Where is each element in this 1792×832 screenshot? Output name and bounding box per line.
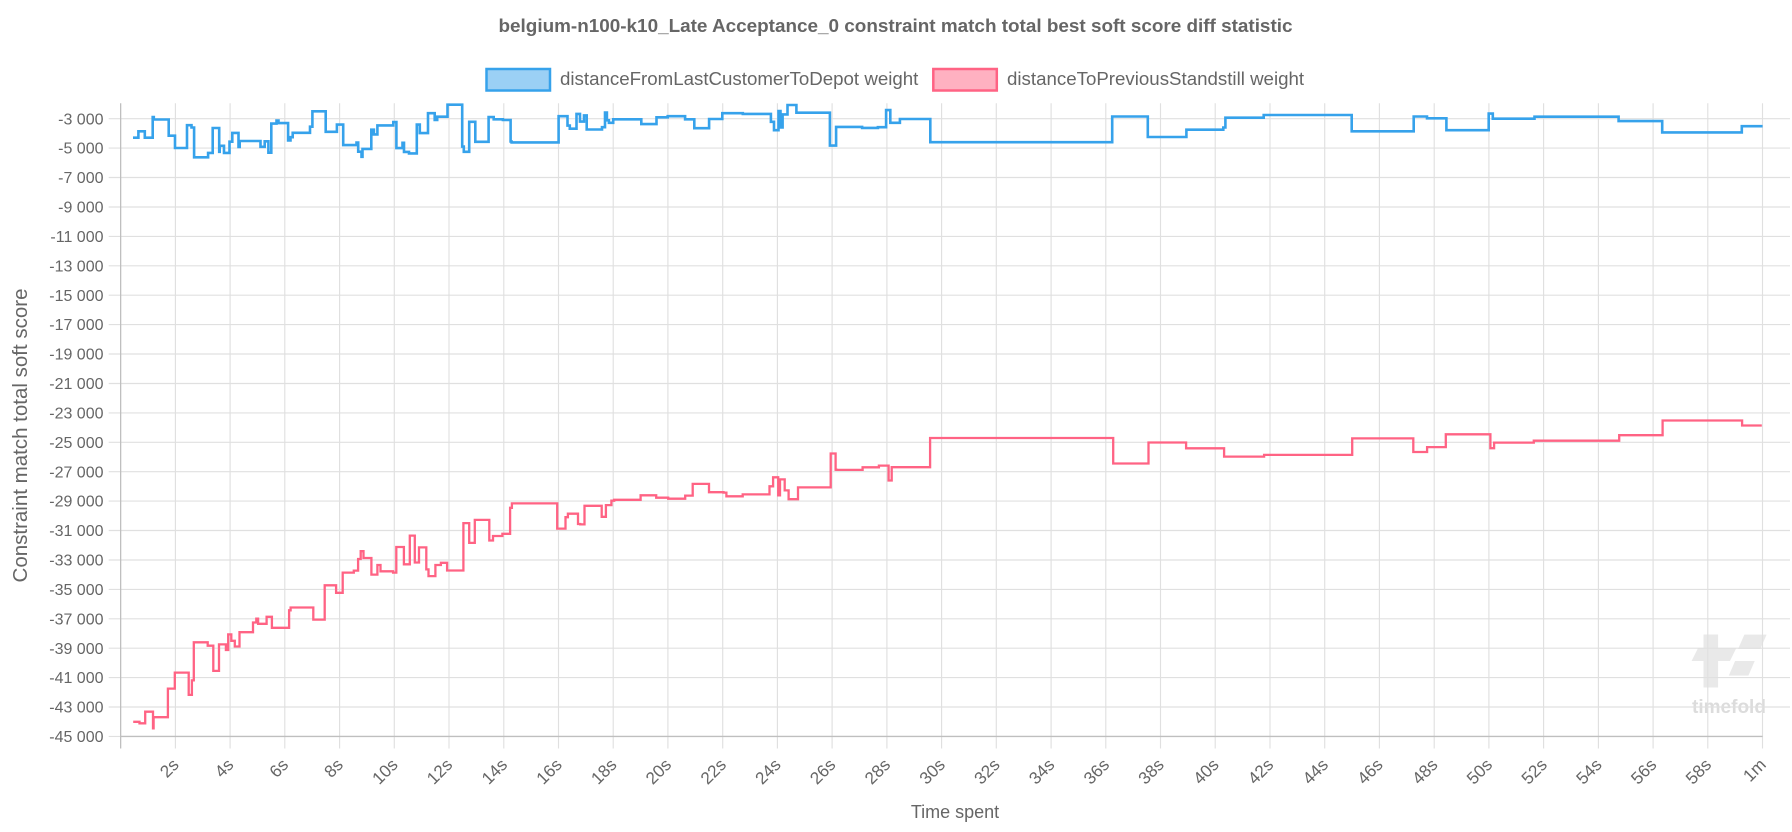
svg-text:-45 000: -45 000 xyxy=(49,729,103,746)
svg-text:-39 000: -39 000 xyxy=(49,641,103,658)
svg-text:-37 000: -37 000 xyxy=(49,611,103,628)
svg-text:Constraint match total soft sc: Constraint match total soft score xyxy=(9,289,32,583)
svg-text:-13 000: -13 000 xyxy=(49,258,103,275)
svg-text:Time spent: Time spent xyxy=(911,802,999,822)
svg-text:-35 000: -35 000 xyxy=(49,582,103,599)
svg-text:-7 000: -7 000 xyxy=(58,170,103,187)
svg-text:-31 000: -31 000 xyxy=(49,523,103,540)
svg-text:-33 000: -33 000 xyxy=(49,553,103,570)
svg-text:-23 000: -23 000 xyxy=(49,406,103,423)
svg-text:belgium-n100-k10_Late Acceptan: belgium-n100-k10_Late Acceptance_0 const… xyxy=(499,16,1293,37)
svg-text:-19 000: -19 000 xyxy=(49,347,103,364)
svg-text:-17 000: -17 000 xyxy=(49,317,103,334)
svg-text:-11 000: -11 000 xyxy=(50,229,103,246)
svg-text:distanceFromLastCustomerToDepo: distanceFromLastCustomerToDepot weight xyxy=(560,68,919,89)
svg-text:-9 000: -9 000 xyxy=(58,200,103,217)
svg-text:-25 000: -25 000 xyxy=(49,435,103,452)
svg-text:-5 000: -5 000 xyxy=(58,141,103,158)
svg-text:-41 000: -41 000 xyxy=(49,670,103,687)
svg-text:-27 000: -27 000 xyxy=(49,464,103,481)
svg-text:-21 000: -21 000 xyxy=(49,376,103,393)
svg-text:-29 000: -29 000 xyxy=(49,494,103,511)
svg-text:distanceToPreviousStandstill w: distanceToPreviousStandstill weight xyxy=(1007,68,1305,89)
svg-text:-43 000: -43 000 xyxy=(49,700,103,717)
svg-text:-3 000: -3 000 xyxy=(58,111,103,128)
svg-text:-15 000: -15 000 xyxy=(49,288,103,305)
